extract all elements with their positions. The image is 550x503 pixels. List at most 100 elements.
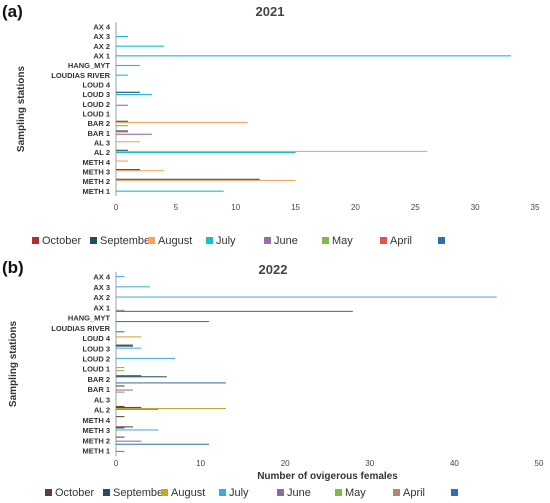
bar-august-bar-2: [116, 121, 248, 123]
bar-july-meth-3: [116, 429, 159, 431]
x-tick-label: 50: [535, 459, 544, 468]
y-axis-label: Sampling stations: [8, 321, 19, 408]
category-label: AL 2: [94, 148, 110, 157]
category-label: METH 1: [82, 446, 110, 455]
bar-may-bar-2: [116, 125, 128, 127]
legend-label-august: August: [171, 487, 205, 499]
bar-july-loud-2: [116, 357, 176, 359]
legend-swatch-july: [206, 237, 213, 244]
category-label: AL 3: [94, 395, 110, 404]
legend-swatch-october: [32, 237, 39, 244]
x-tick-label: 30: [471, 203, 480, 212]
bar-april-bar-1: [116, 391, 125, 393]
panel-label: (b): [2, 258, 24, 277]
category-label: LOUD 2: [82, 354, 110, 363]
legend-label-september: September: [113, 487, 167, 499]
category-label: METH 3: [82, 167, 110, 176]
bar-september-loud-3: [116, 345, 133, 347]
bar-august-meth-4: [116, 160, 128, 162]
category-label: LOUD 1: [82, 109, 110, 118]
category-label: LOUDIAS RIVER: [51, 71, 110, 80]
x-tick-label: 15: [291, 203, 300, 212]
legend-label-may: May: [345, 487, 366, 499]
bar-july-al-2: [116, 408, 159, 410]
category-label: LOUD 4: [82, 80, 110, 89]
category-label: LOUD 1: [82, 365, 110, 374]
legend-swatch-june: [264, 237, 271, 244]
x-tick-label: 10: [196, 459, 205, 468]
legend-label-september: September: [100, 235, 154, 247]
bar-august-bar-1: [116, 131, 128, 133]
bar-july-ax-1: [116, 55, 512, 57]
bar-july-loud-3: [116, 93, 152, 96]
x-tick-label: 25: [411, 203, 420, 212]
bar-july-hang-myt: [116, 64, 140, 67]
bar-june-bar-1: [116, 133, 152, 135]
legend-swatch-october: [45, 489, 52, 496]
bar-september-meth-3: [116, 427, 125, 429]
category-label: AX 4: [93, 273, 111, 282]
legend-swatch-september: [103, 489, 110, 496]
bar-august-meth-2: [116, 179, 296, 181]
chart-title: 2022: [259, 262, 288, 277]
bar-september-loud-3: [116, 91, 140, 93]
bar-june-meth-1: [116, 450, 125, 452]
x-tick-label: 0: [114, 459, 119, 468]
bar-october-meth-3: [116, 426, 133, 428]
category-label: BAR 1: [87, 129, 110, 138]
legend-label-october: October: [42, 235, 81, 247]
bar-august-meth-3: [116, 170, 164, 172]
bar-july-loudias-river: [116, 74, 128, 76]
bar-june-bar-1: [116, 389, 133, 391]
bar-september-bar-1: [116, 130, 128, 132]
bar-unnamed-loudias-river: [116, 331, 125, 333]
bar-unnamed-hang-myt: [116, 321, 210, 323]
y-axis-label: Sampling stations: [16, 66, 27, 153]
category-label: METH 4: [82, 416, 110, 425]
category-label: METH 1: [82, 187, 110, 196]
legend-label-july: July: [229, 487, 249, 499]
bar-unnamed-meth-2: [116, 443, 210, 445]
legend-label-may: May: [332, 235, 353, 247]
category-label: AL 3: [94, 138, 110, 147]
x-tick-label: 20: [281, 459, 290, 468]
bar-april-ax-1: [116, 309, 125, 311]
bar-august-loud-1: [116, 367, 125, 369]
legend-label-august: August: [158, 235, 192, 247]
bar-june-loud-2: [116, 104, 128, 106]
category-label: AX 4: [93, 22, 111, 31]
category-label: AX 2: [93, 42, 110, 51]
bar-august-al-2: [116, 150, 428, 152]
bar-october-al-2: [116, 405, 125, 407]
chart-title: 2021: [256, 4, 285, 19]
bar-july-ax-3: [116, 35, 128, 38]
x-tick-label: 10: [231, 203, 240, 212]
bar-july-ax-3: [116, 286, 150, 288]
bar-october-bar-2: [116, 375, 142, 377]
legend-label-july: July: [216, 235, 236, 247]
panel-label: (a): [2, 2, 23, 21]
legend-swatch-august: [161, 489, 168, 496]
x-tick-label: 40: [450, 459, 459, 468]
bar-september-meth-3: [116, 169, 140, 171]
x-tick-label: 30: [365, 459, 374, 468]
bar-july-meth-1: [116, 190, 224, 192]
category-label: LOUD 2: [82, 100, 110, 109]
category-label: AX 3: [93, 283, 110, 292]
legend-swatch-may: [322, 237, 329, 244]
bar-september-al-2: [116, 149, 128, 151]
bar-october-meth-2: [116, 436, 125, 438]
category-label: BAR 2: [87, 375, 110, 384]
bar-unnamed-ax-1: [116, 310, 353, 312]
category-label: BAR 1: [87, 385, 110, 394]
category-label: METH 3: [82, 426, 110, 435]
bar-august-al-2: [116, 407, 226, 409]
category-label: AX 1: [93, 51, 110, 60]
x-tick-label: 0: [114, 203, 119, 212]
category-label: BAR 2: [87, 119, 110, 128]
legend-swatch-april: [380, 237, 387, 244]
bar-june-meth-2: [116, 440, 142, 442]
category-label: LOUD 3: [82, 344, 110, 353]
bar-september-al-2: [116, 406, 142, 408]
bar-september-bar-2: [116, 376, 167, 378]
